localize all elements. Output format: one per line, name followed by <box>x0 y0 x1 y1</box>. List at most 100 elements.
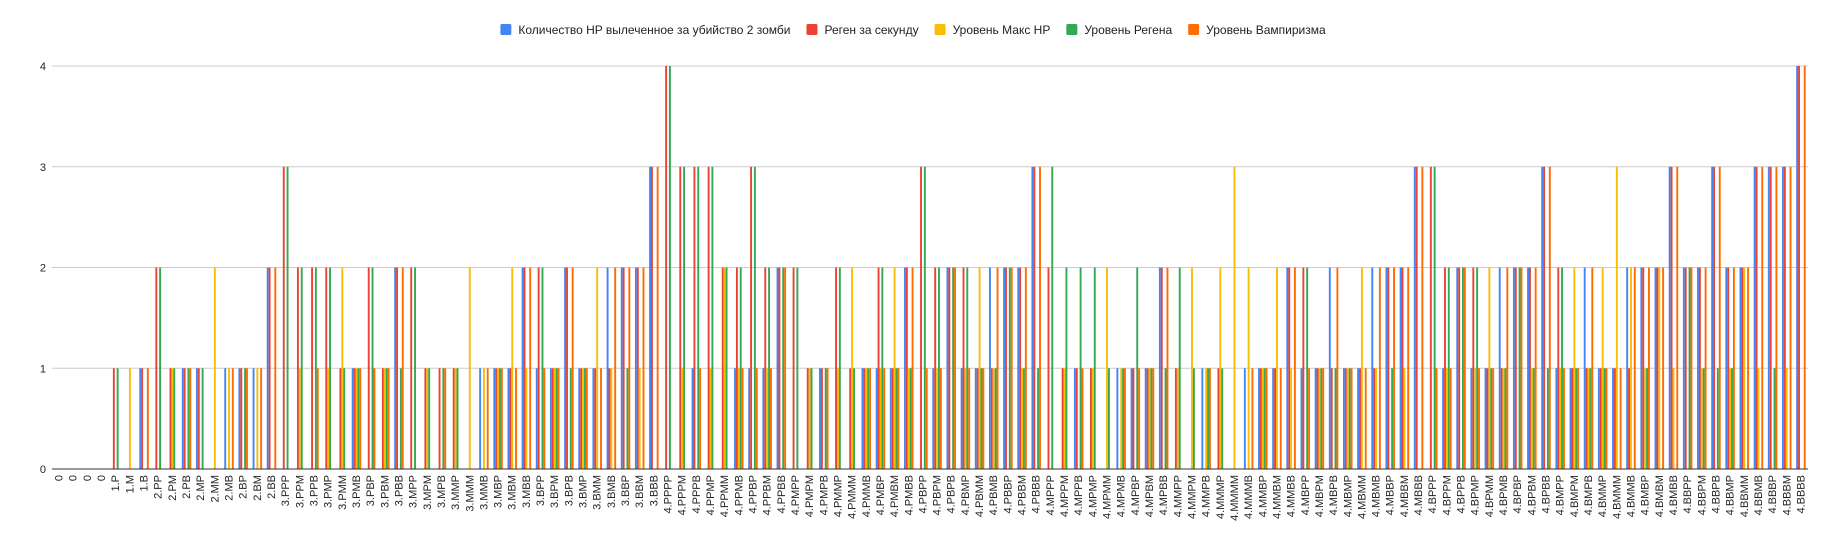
x-tick-label: 4.PMPP <box>790 475 802 515</box>
bar <box>1152 368 1155 469</box>
bar <box>1506 267 1509 469</box>
bar <box>1320 368 1323 469</box>
x-tick-label: 3.MBP <box>493 475 505 508</box>
bar <box>1259 368 1262 469</box>
bar <box>735 267 738 469</box>
bar <box>1747 267 1750 469</box>
bar <box>238 368 241 469</box>
bar <box>968 368 971 469</box>
bar <box>649 166 651 469</box>
x-tick-label: 3.PMP <box>323 475 335 508</box>
bar <box>1316 368 1319 469</box>
bar <box>1445 368 1448 469</box>
x-tick-label: 4.MBMP <box>1342 475 1354 517</box>
bar <box>1603 368 1606 469</box>
bar <box>1648 267 1650 469</box>
bar <box>810 368 813 469</box>
bar <box>1343 368 1345 469</box>
x-tick-label: 4.PPBP <box>747 475 759 514</box>
x-tick-label: 4.PPMB <box>733 475 745 515</box>
x-tick-label: 4.BPMB <box>1498 475 1510 515</box>
bar <box>1798 66 1800 469</box>
x-tick-label: 4.PBPP <box>917 475 929 514</box>
x-tick-label: 3.MMP <box>450 475 462 510</box>
bar <box>353 368 356 469</box>
bar <box>778 267 781 469</box>
bar <box>920 166 922 469</box>
bar <box>1221 368 1224 469</box>
bar <box>1690 267 1693 469</box>
bar <box>1783 166 1786 469</box>
bar <box>523 267 526 469</box>
bar <box>1803 66 1806 469</box>
bars <box>112 66 1806 469</box>
bar <box>314 267 317 469</box>
bar <box>808 368 811 469</box>
x-tick-label: 4.BBBP <box>1767 475 1779 514</box>
bar <box>1520 267 1523 469</box>
x-tick-label: 3.BPP <box>535 475 547 506</box>
bar <box>1630 267 1632 469</box>
bar <box>1387 267 1390 469</box>
bar <box>1075 368 1078 469</box>
bar <box>155 267 158 469</box>
bar <box>1276 267 1278 469</box>
bar <box>116 368 119 469</box>
bar <box>1421 166 1424 469</box>
bar <box>768 267 770 469</box>
bar <box>373 368 376 469</box>
bar <box>1263 368 1266 469</box>
bar <box>1741 267 1744 469</box>
x-tick-label: 4.PBMM <box>974 475 986 517</box>
bar <box>1704 267 1707 469</box>
bar <box>399 368 402 469</box>
bar <box>1024 267 1027 469</box>
bar <box>1732 267 1735 469</box>
bar <box>566 267 568 469</box>
x-tick-label: 4.BPBM <box>1526 475 1538 515</box>
bar <box>1106 267 1108 469</box>
bar <box>452 368 455 469</box>
legend-label: Уровень Регена <box>1084 23 1172 37</box>
bar <box>932 368 935 469</box>
bar <box>1243 368 1246 469</box>
bar <box>1563 368 1565 469</box>
bar <box>1164 368 1167 469</box>
bar <box>1597 368 1600 469</box>
bar <box>1233 166 1236 469</box>
bar <box>782 267 785 469</box>
bar <box>139 368 142 469</box>
bar <box>897 368 900 469</box>
bar <box>1391 368 1394 469</box>
bar <box>495 368 498 469</box>
bar <box>311 267 314 469</box>
bar <box>444 368 447 469</box>
bar <box>1757 368 1760 469</box>
bar <box>1107 368 1110 469</box>
bar <box>946 267 949 469</box>
x-tick-label: 4.BMPM <box>1569 475 1581 517</box>
bar <box>385 368 388 469</box>
bar <box>197 368 200 469</box>
bar <box>300 267 303 469</box>
legend-label: Количество HP вылеченное за убийство 2 з… <box>518 23 790 37</box>
x-tick-label: 4.MMBM <box>1271 475 1283 519</box>
x-tick-label: 0 <box>82 475 94 481</box>
bar <box>1359 368 1361 469</box>
x-tick-label: 1.B <box>139 475 151 492</box>
bar <box>620 267 623 469</box>
bar <box>909 368 912 469</box>
bar <box>837 368 839 469</box>
bar <box>371 267 374 469</box>
bar <box>1116 368 1119 469</box>
bar <box>784 267 787 469</box>
bar <box>962 267 965 469</box>
x-tick-label: 4.BBMP <box>1725 475 1737 515</box>
x-tick-label: 2.BP <box>238 475 250 499</box>
bar <box>1573 267 1576 469</box>
bar <box>766 368 769 469</box>
bar <box>298 368 301 469</box>
x-tick-label: 4.PMBM <box>889 475 901 517</box>
bar <box>665 66 668 469</box>
bar <box>966 267 969 469</box>
